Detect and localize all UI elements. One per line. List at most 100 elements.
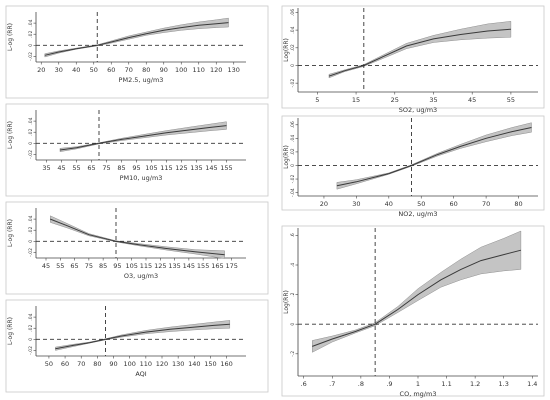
y-tick-label: 0	[290, 323, 296, 326]
panel-o3: 45 55 65 75 85 95 105 115 125 135 145 155 165 175 -.02…	[5, 201, 269, 295]
y-tick-label: -.02	[290, 79, 296, 88]
estimate-line	[59, 125, 227, 151]
y-tick-label: .2	[290, 292, 296, 296]
y-axis-title: Log(RR)	[283, 145, 290, 169]
y-tick-label: .02	[28, 227, 34, 234]
panel-aqi: 50 60 70 80 90 100 110 120 130 140 150 160 -.02 0 .02.…	[5, 299, 269, 393]
confidence-band	[312, 230, 522, 353]
x-tick-label: 50	[417, 200, 425, 208]
y-tick-label: 0	[28, 338, 34, 341]
panel-frame	[5, 299, 269, 393]
y-tick-label: 0	[28, 44, 34, 47]
panel-co: .6 .7 .8 .9 1 1.1 1.2 1.3 1.4 .6 .4 .2 0 -.2 CO, mg/m3…	[281, 225, 545, 398]
x-tick-label: 105	[126, 262, 138, 270]
confidence-band	[50, 215, 225, 259]
x-tick-label: 175	[226, 262, 238, 270]
x-tick-label: 60	[450, 200, 458, 208]
x-tick-label: 1.4	[527, 380, 537, 388]
x-tick-label: 150	[204, 360, 216, 368]
y-axis-title: L-og (RR)	[7, 23, 14, 51]
estimate-line	[312, 249, 522, 347]
x-tick-label: 130	[228, 66, 240, 74]
x-axis-title: AQI	[135, 370, 146, 378]
x-tick-label: .9	[386, 380, 392, 388]
x-tick-label: 90	[160, 66, 168, 74]
y-tick-label: -.02	[28, 346, 34, 355]
y-tick-label: .04	[28, 215, 34, 222]
x-tick-label: 155	[220, 164, 232, 172]
estimate-line	[55, 323, 230, 350]
x-tick-label: 80	[93, 360, 101, 368]
panel-pm25: 20 30 40 50 60 70 80 90 100 110 120 130 -.02 0 .02 .04 P…	[5, 5, 269, 99]
y-tick-label: .04	[28, 19, 34, 26]
x-tick-label: 70	[482, 200, 490, 208]
x-tick-label: 55	[507, 96, 515, 104]
y-tick-label: -.2	[290, 351, 296, 357]
x-tick-label: 130	[172, 360, 184, 368]
x-tick-label: 60	[61, 360, 69, 368]
y-axis-title: L-og (RR)	[7, 121, 14, 149]
y-tick-label: .04	[290, 135, 296, 142]
x-axis-title: NO2, ug/m3	[398, 210, 437, 218]
x-axis-title: SO2, ug/m3	[399, 106, 437, 114]
x-tick-label: 100	[123, 360, 135, 368]
x-tick-label: 40	[72, 66, 80, 74]
x-tick-label: 140	[188, 360, 200, 368]
x-tick-label: 20	[320, 200, 328, 208]
x-tick-label: 30	[352, 200, 360, 208]
x-tick-label: 110	[140, 360, 152, 368]
chart-panels: 20 30 40 50 60 70 80 90 100 110 120 130-.020.02.04P…	[5, 5, 545, 398]
x-tick-label: 85	[117, 164, 125, 172]
x-tick-label: 35	[42, 164, 50, 172]
x-tick-label: 5	[315, 96, 319, 104]
y-tick-label: .04	[290, 26, 296, 33]
x-tick-label: 15	[352, 96, 360, 104]
y-tick-label: 0	[28, 240, 34, 243]
x-tick-label: 40	[385, 200, 393, 208]
x-tick-label: 60	[107, 66, 115, 74]
x-tick-label: 1.2	[470, 380, 480, 388]
y-axis-title: L-og (RR)	[7, 219, 14, 247]
y-tick-label: .06	[290, 9, 296, 16]
y-tick-label: 0	[290, 64, 296, 67]
x-tick-label: 1	[416, 380, 420, 388]
x-tick-label: 110	[193, 66, 205, 74]
x-tick-label: 20	[37, 66, 45, 74]
x-tick-label: 125	[175, 164, 187, 172]
x-axis-title: PM10, ug/m3	[120, 174, 163, 182]
x-tick-label: 55	[72, 164, 80, 172]
x-tick-label: 85	[99, 262, 107, 270]
y-tick-label: .04	[28, 117, 34, 124]
panel-frame	[5, 201, 269, 295]
y-tick-label: 0	[290, 164, 296, 167]
x-tick-label: 1.1	[441, 380, 451, 388]
x-tick-label: 30	[55, 66, 63, 74]
x-tick-label: 70	[77, 360, 85, 368]
y-tick-label: .02	[28, 31, 34, 38]
x-tick-label: 160	[220, 360, 232, 368]
estimate-line	[50, 218, 225, 256]
y-axis-title: L-og (RR)	[7, 317, 14, 345]
x-tick-label: 25	[391, 96, 399, 104]
y-tick-label: .02	[28, 325, 34, 332]
x-tick-label: 105	[145, 164, 157, 172]
estimate-line	[328, 28, 511, 77]
x-tick-label: .6	[301, 380, 307, 388]
panel-no2: 20 30 40 50 60 70 80 .06 .04 .02 0 -.02 -.04 NO2, ug/…	[281, 115, 545, 218]
y-axis-title: Log(RR)	[283, 38, 290, 62]
y-tick-label: .02	[290, 44, 296, 51]
panel-frame	[5, 103, 269, 197]
x-tick-label: 45	[468, 96, 476, 104]
x-tick-label: 75	[102, 164, 110, 172]
x-tick-label: 50	[90, 66, 98, 74]
x-tick-label: 115	[140, 262, 152, 270]
panel-so2: 5 15 25 35 45 55 .06 .04 .02 0 -.02 SO2, ug/m3 Log(R…	[281, 5, 545, 114]
y-tick-label: -.04	[290, 188, 296, 197]
y-tick-label: -.02	[28, 52, 34, 61]
x-tick-label: 70	[125, 66, 133, 74]
y-tick-label: .6	[290, 233, 296, 237]
x-tick-label: 120	[156, 360, 168, 368]
x-axis-title: PM2.5, ug/m3	[119, 76, 164, 84]
x-tick-label: 125	[154, 262, 166, 270]
